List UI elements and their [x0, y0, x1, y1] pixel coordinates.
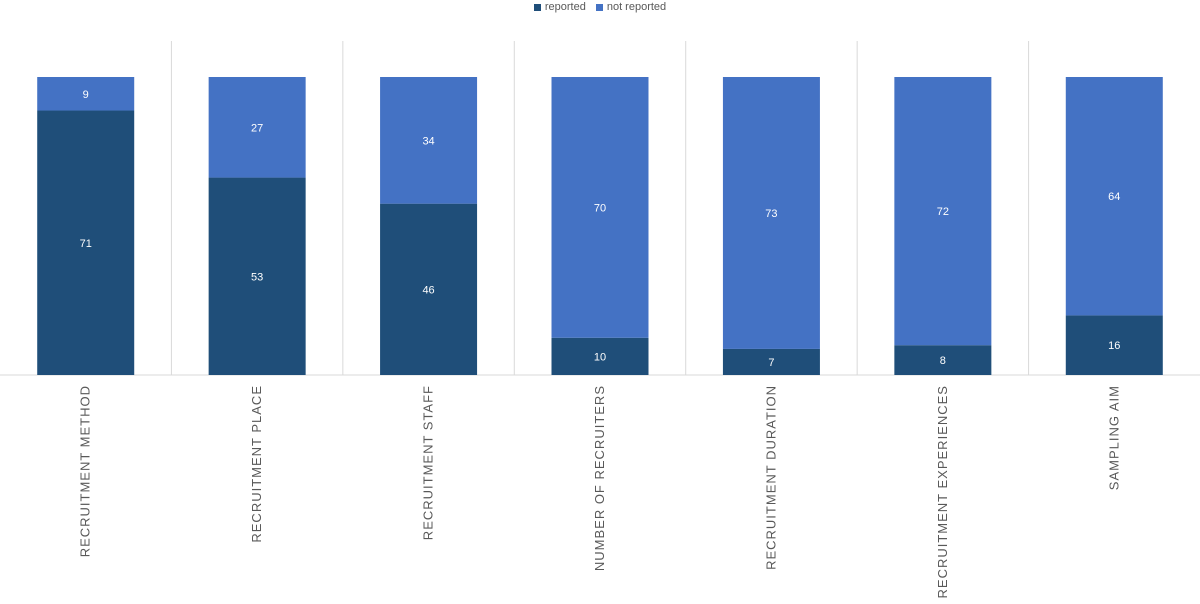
legend-label-reported: reported [544, 1, 586, 13]
bar-not-reported [894, 77, 992, 346]
x-tick-label: RECRUITMENT PLACE [249, 385, 264, 543]
bar-reported [551, 337, 649, 375]
x-tick-label: RECRUITMENT EXPERIENCES [935, 385, 950, 598]
data-label-reported: 10 [594, 351, 606, 363]
data-label-reported: 16 [1108, 340, 1120, 352]
x-tick-label: RECRUITMENT METHOD [78, 385, 93, 557]
bar-not-reported [380, 77, 478, 204]
data-label-not-reported: 70 [594, 202, 606, 214]
data-label-not-reported: 9 [83, 89, 89, 101]
bar-not-reported [37, 77, 135, 111]
bar-not-reported [1065, 77, 1163, 316]
bar-reported [37, 110, 135, 376]
data-label-reported: 71 [80, 238, 92, 250]
bar-not-reported [208, 77, 306, 178]
data-label-reported: 46 [422, 284, 434, 296]
legend: reported not reported [0, 0, 1200, 14]
data-label-not-reported: 72 [937, 206, 949, 218]
bar-reported [1065, 315, 1163, 375]
x-tick-label: NUMBER OF RECRUITERS [592, 385, 607, 571]
legend-label-not-reported: not reported [606, 1, 667, 13]
bar-not-reported [722, 77, 820, 349]
bar-not-reported [551, 77, 649, 338]
data-label-reported: 8 [940, 355, 946, 367]
x-tick-label: RECRUITMENT STAFF [421, 385, 436, 540]
data-label-not-reported: 64 [1108, 191, 1120, 203]
legend-swatch-reported [533, 3, 541, 11]
data-label-not-reported: 73 [765, 208, 777, 220]
x-tick-label: RECRUITMENT DURATION [763, 385, 778, 570]
data-label-not-reported: 34 [422, 135, 434, 147]
bar-reported [722, 348, 820, 375]
legend-item-reported: reported [533, 1, 586, 13]
legend-item-not-reported: not reported [595, 1, 667, 13]
x-tick-label: SAMPLING AIM [1106, 385, 1121, 490]
data-label-reported: 53 [251, 271, 263, 283]
legend-swatch-not-reported [595, 3, 603, 11]
bar-reported [894, 345, 992, 375]
data-label-not-reported: 27 [251, 122, 263, 134]
bar-reported [208, 177, 306, 375]
data-label-reported: 7 [768, 357, 774, 369]
bar-reported [380, 203, 478, 375]
